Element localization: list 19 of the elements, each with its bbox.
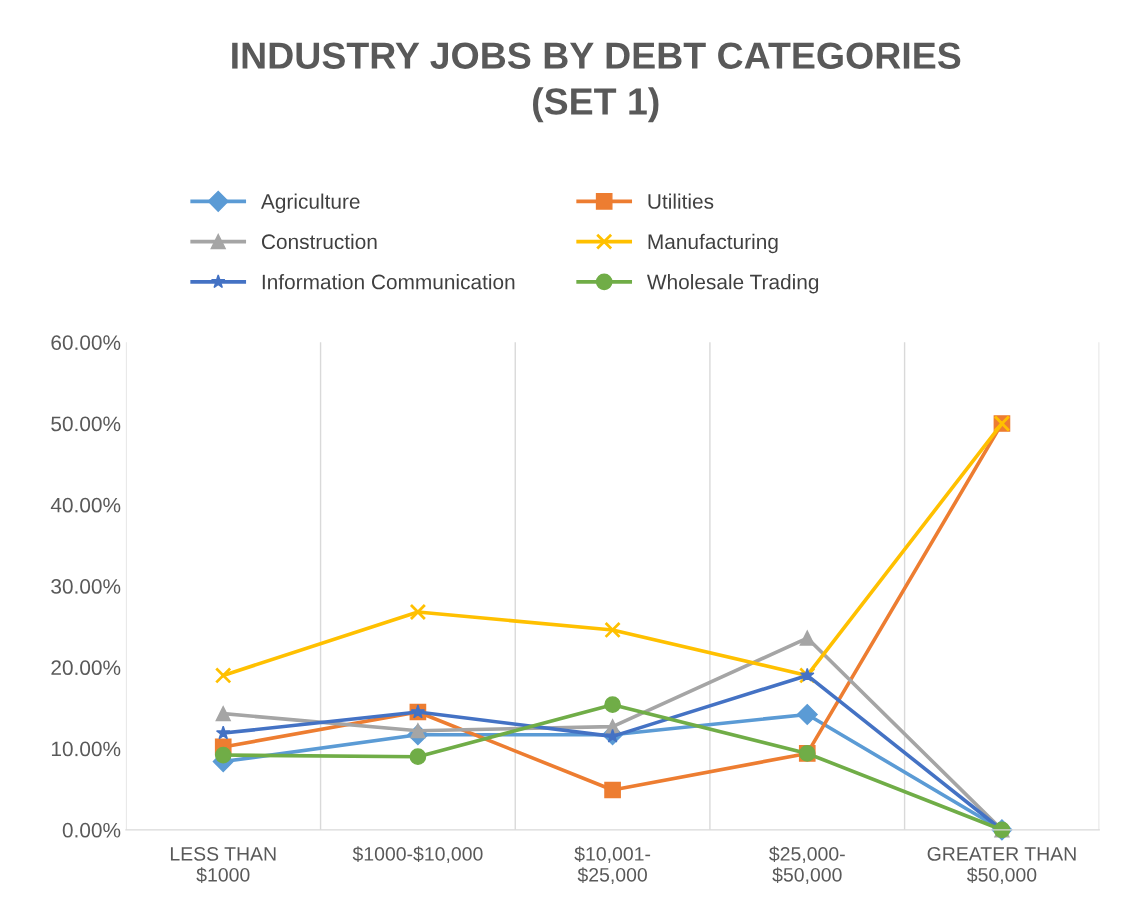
y-tick-label: 0.00% bbox=[62, 822, 121, 838]
legend-label: Agriculture bbox=[260, 193, 360, 213]
legend-label: Wholesale Trading bbox=[646, 274, 819, 294]
legend-label: Construction bbox=[261, 233, 377, 250]
x-tick-label: GREATER THAN $50,000 bbox=[927, 847, 1076, 885]
chart-title: INDUSTRY JOBS BY DEBT CATEGORIES (SET 1) bbox=[232, 42, 961, 123]
legend-label: Information Communication bbox=[262, 274, 515, 290]
legend-label: Manufacturing bbox=[648, 233, 778, 254]
legend-label: Utilities bbox=[648, 193, 714, 209]
y-tick-label: 30.00% bbox=[51, 579, 121, 594]
y-tick-label: 60.00% bbox=[51, 335, 121, 350]
y-tick-label: 10.00% bbox=[51, 741, 121, 757]
x-tick-label: $1000-$10,000 bbox=[352, 846, 483, 864]
x-tick-label: LESS THAN $1000 bbox=[170, 847, 276, 883]
y-tick-label: 50.00% bbox=[51, 416, 121, 432]
y-tick-label: 20.00% bbox=[51, 660, 121, 676]
x-tick-label: $25,000- $50,000 bbox=[769, 846, 845, 885]
y-tick-label: 40.00% bbox=[50, 497, 121, 513]
x-tick-label: $10,001- $25,000 bbox=[574, 846, 651, 885]
